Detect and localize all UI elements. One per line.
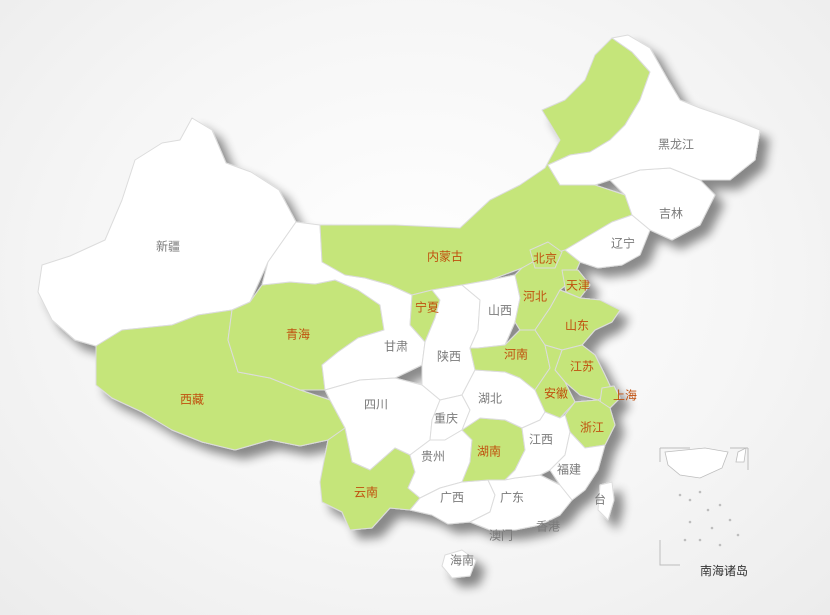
label-fujian[interactable]: 福建 — [557, 462, 581, 477]
province-heilongjiang[interactable] — [547, 34, 761, 186]
label-beijing[interactable]: 北京 — [533, 252, 557, 266]
label-chongqing[interactable]: 重庆 — [434, 412, 458, 426]
label-guizhou[interactable]: 贵州 — [421, 450, 445, 464]
south-sea-islands-label: 南海诸岛 — [700, 564, 749, 578]
label-taiwan[interactable]: 台 — [594, 492, 606, 507]
label-jiangxi[interactable]: 江西 — [529, 433, 553, 447]
province-anhui[interactable] — [534, 344, 576, 419]
label-shanghai[interactable]: 上海 — [613, 388, 637, 403]
label-guangdong[interactable]: 广东 — [500, 491, 524, 505]
label-henan[interactable]: 河南 — [504, 347, 528, 362]
province-beijing[interactable] — [529, 241, 563, 269]
label-ningxia[interactable]: 宁夏 — [415, 300, 439, 315]
province-taiwan[interactable] — [597, 481, 615, 521]
province-shandong[interactable] — [534, 289, 621, 351]
label-guangxi[interactable]: 广西 — [440, 491, 464, 505]
label-hunan[interactable]: 湖南 — [477, 444, 501, 459]
label-aomen[interactable]: 澳门 — [489, 528, 513, 543]
provinces-layer — [37, 34, 761, 579]
label-jiangsu[interactable]: 江苏 — [570, 360, 594, 374]
label-jilin[interactable]: 吉林 — [659, 207, 683, 221]
label-liaoning[interactable]: 辽宁 — [611, 236, 635, 251]
province-tianjin[interactable] — [561, 269, 591, 299]
south-sea-inset — [659, 447, 749, 566]
province-hainan[interactable] — [441, 549, 477, 579]
province-shanghai[interactable] — [599, 385, 621, 409]
label-xizang[interactable]: 西藏 — [180, 393, 204, 407]
label-neimenggu[interactable]: 内蒙古 — [427, 249, 463, 264]
label-sichuan[interactable]: 四川 — [364, 398, 388, 412]
label-hainan[interactable]: 海南 — [450, 553, 474, 568]
label-shanxi[interactable]: 山西 — [488, 304, 512, 318]
province-xinjiang[interactable] — [37, 117, 297, 347]
label-gansu[interactable]: 甘肃 — [384, 340, 408, 354]
label-hebei[interactable]: 河北 — [523, 290, 547, 304]
province-fujian[interactable] — [549, 431, 606, 501]
label-qinghai[interactable]: 青海 — [286, 327, 310, 342]
label-hubei[interactable]: 湖北 — [478, 391, 502, 406]
label-anhui[interactable]: 安徽 — [544, 386, 568, 401]
label-zhejiang[interactable]: 浙江 — [580, 421, 604, 435]
label-heilongjiang[interactable]: 黑龙江 — [658, 138, 694, 152]
label-xinjiang[interactable]: 新疆 — [156, 239, 180, 254]
label-yunnan[interactable]: 云南 — [354, 485, 378, 500]
label-shandong[interactable]: 山东 — [565, 319, 589, 333]
label-shaanxi[interactable]: 陕西 — [437, 349, 461, 364]
label-xianggang[interactable]: 香港 — [536, 520, 560, 534]
label-tianjin[interactable]: 天津 — [566, 279, 590, 293]
